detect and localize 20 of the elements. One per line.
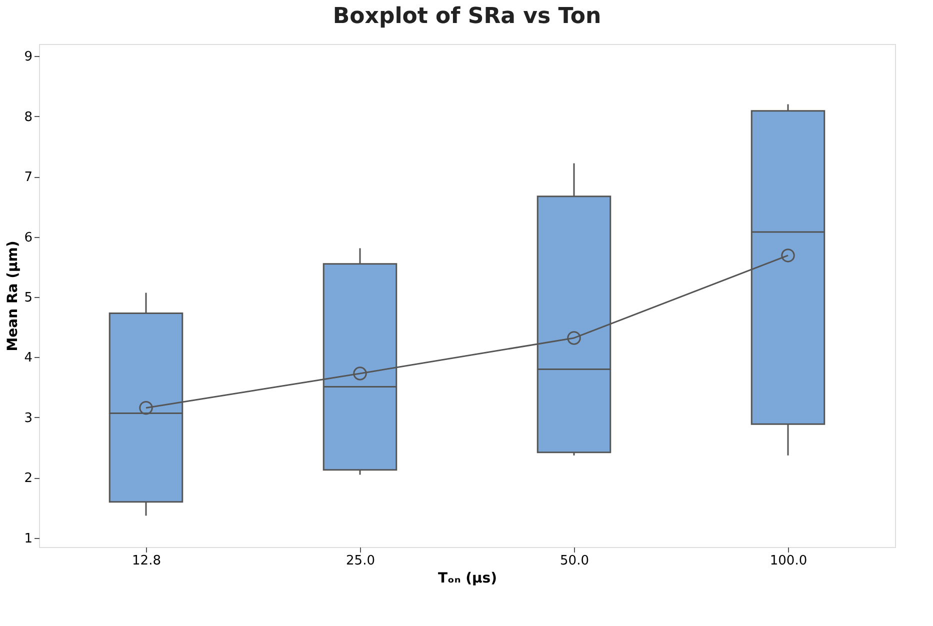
x-axis-title: Tₒₙ (µs) <box>438 570 498 586</box>
x-tick-label: 100.0 <box>770 554 808 568</box>
y-tick-label: 4 <box>24 350 32 366</box>
y-axis-title: Mean Ra (µm) <box>5 240 22 352</box>
y-tick-label: 2 <box>24 471 32 486</box>
x-tick-label: 50.0 <box>560 554 589 568</box>
y-tick-label: 7 <box>24 170 32 186</box>
point <box>139 400 153 415</box>
y-tick-label: 8 <box>24 110 32 125</box>
point <box>353 366 367 380</box>
y-tick-label: 5 <box>24 290 32 306</box>
point <box>781 248 795 262</box>
y-tick-label: 3 <box>24 410 32 426</box>
x-tick-label: 25.0 <box>346 554 375 568</box>
x-tick-label: 12.8 <box>132 554 161 568</box>
point <box>567 331 581 345</box>
y-tick-label: 1 <box>24 531 32 546</box>
y-tick-label: 9 <box>24 50 32 65</box>
y-tick-label: 6 <box>24 230 32 246</box>
chart-title: Boxplot of SRa vs Ton <box>332 4 602 29</box>
